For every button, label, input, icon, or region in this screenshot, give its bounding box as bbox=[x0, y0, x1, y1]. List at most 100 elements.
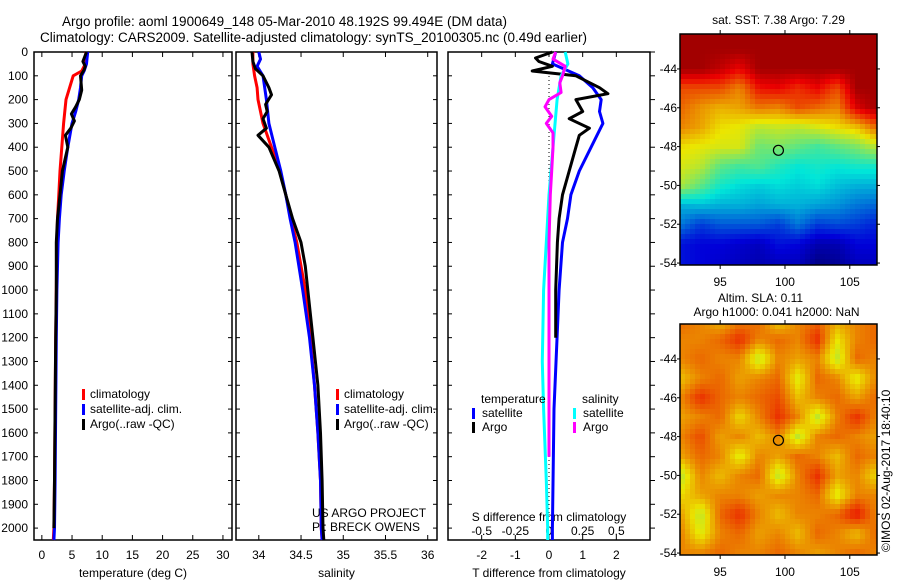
map-cell bbox=[735, 519, 740, 524]
map-cell bbox=[800, 529, 805, 534]
map-cell bbox=[750, 134, 755, 139]
map-cell bbox=[855, 194, 860, 199]
map-cell bbox=[745, 214, 750, 219]
map-cell bbox=[695, 74, 700, 79]
map-cell bbox=[840, 339, 845, 344]
map-cell bbox=[705, 409, 710, 414]
map-cell bbox=[725, 104, 730, 109]
map-cell bbox=[715, 49, 720, 54]
map-cell bbox=[755, 449, 760, 454]
map-cell bbox=[845, 184, 850, 189]
map-cell bbox=[875, 239, 877, 244]
map-cell bbox=[725, 214, 730, 219]
map-cell bbox=[750, 409, 755, 414]
map-cell bbox=[755, 524, 760, 529]
map-cell bbox=[745, 219, 750, 224]
map-cell bbox=[745, 59, 750, 64]
map-cell bbox=[815, 169, 820, 174]
map-cell bbox=[740, 359, 745, 364]
map-cell bbox=[865, 149, 870, 154]
project-credit: US ARGO PROJECT bbox=[312, 506, 427, 520]
map-cell bbox=[790, 154, 795, 159]
map-cell bbox=[725, 204, 730, 209]
map-cell bbox=[825, 349, 830, 354]
map-cell bbox=[855, 99, 860, 104]
map-cell bbox=[850, 339, 855, 344]
map-cell bbox=[730, 414, 735, 419]
map-cell bbox=[750, 204, 755, 209]
map-cell bbox=[835, 474, 840, 479]
map-cell bbox=[810, 209, 815, 214]
map-cell bbox=[730, 214, 735, 219]
map-cell bbox=[835, 79, 840, 84]
map-cell bbox=[850, 239, 855, 244]
map-cell bbox=[830, 324, 835, 329]
map-cell bbox=[700, 184, 705, 189]
map-cell bbox=[690, 254, 695, 259]
map-cell bbox=[765, 404, 770, 409]
map-cell bbox=[835, 149, 840, 154]
map-cell bbox=[755, 149, 760, 154]
lat-tick-label: -52 bbox=[660, 507, 678, 521]
map-cell bbox=[725, 209, 730, 214]
map-cell bbox=[845, 519, 850, 524]
map-cell bbox=[870, 549, 875, 554]
map-cell bbox=[800, 464, 805, 469]
map-cell bbox=[835, 214, 840, 219]
map-cell bbox=[785, 204, 790, 209]
map-cell bbox=[855, 229, 860, 234]
map-cell bbox=[850, 334, 855, 339]
map-cell bbox=[740, 474, 745, 479]
map-cell bbox=[720, 199, 725, 204]
map-cell bbox=[845, 94, 850, 99]
map-cell bbox=[725, 259, 730, 264]
map-cell bbox=[715, 219, 720, 224]
map-cell bbox=[770, 79, 775, 84]
map-cell bbox=[740, 89, 745, 94]
map-cell bbox=[850, 214, 855, 219]
x-axis-label: temperature (deg C) bbox=[79, 566, 187, 580]
map-cell bbox=[840, 59, 845, 64]
map-cell bbox=[845, 549, 850, 554]
map-cell bbox=[720, 359, 725, 364]
map-cell bbox=[875, 114, 877, 119]
map-cell bbox=[830, 409, 835, 414]
map-cell bbox=[725, 84, 730, 89]
map-cell bbox=[815, 129, 820, 134]
map-cell bbox=[875, 134, 877, 139]
map-cell bbox=[810, 229, 815, 234]
map-cell bbox=[845, 374, 850, 379]
map-cell bbox=[705, 169, 710, 174]
map-cell bbox=[805, 114, 810, 119]
y-tick-label: 1000 bbox=[1, 283, 28, 297]
map-cell bbox=[850, 104, 855, 109]
map-cell bbox=[755, 54, 760, 59]
map-cell bbox=[755, 224, 760, 229]
map-cell bbox=[850, 394, 855, 399]
map-cell bbox=[825, 489, 830, 494]
map-cell bbox=[800, 204, 805, 209]
map-cell bbox=[735, 429, 740, 434]
y-tick-label: 300 bbox=[8, 116, 28, 130]
map-cell bbox=[795, 69, 800, 74]
map-cell bbox=[840, 194, 845, 199]
map-cell bbox=[815, 94, 820, 99]
map-cell bbox=[695, 179, 700, 184]
map-cell bbox=[785, 74, 790, 79]
map-cell bbox=[730, 354, 735, 359]
map-cell bbox=[865, 34, 870, 39]
map-cell bbox=[700, 504, 705, 509]
map-cell bbox=[700, 149, 705, 154]
figure-title-line1: Argo profile: aoml 1900649_148 05-Mar-20… bbox=[62, 14, 507, 29]
map-cell bbox=[725, 364, 730, 369]
map-cell bbox=[790, 414, 795, 419]
map-cell bbox=[870, 434, 875, 439]
map-cell bbox=[780, 424, 785, 429]
map-cell bbox=[725, 384, 730, 389]
map-cell bbox=[825, 519, 830, 524]
map-cell bbox=[780, 439, 785, 444]
map-cell bbox=[805, 154, 810, 159]
map-cell bbox=[715, 379, 720, 384]
map-cell bbox=[700, 39, 705, 44]
map-cell bbox=[680, 549, 685, 554]
